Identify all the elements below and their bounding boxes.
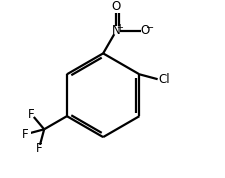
Text: F: F: [22, 128, 28, 141]
Text: −: −: [145, 23, 153, 33]
Text: O: O: [140, 24, 149, 37]
Text: O: O: [111, 0, 120, 12]
Text: F: F: [28, 108, 35, 121]
Text: +: +: [116, 23, 123, 32]
Text: Cl: Cl: [158, 73, 169, 86]
Text: N: N: [111, 24, 120, 37]
Text: F: F: [36, 142, 42, 155]
